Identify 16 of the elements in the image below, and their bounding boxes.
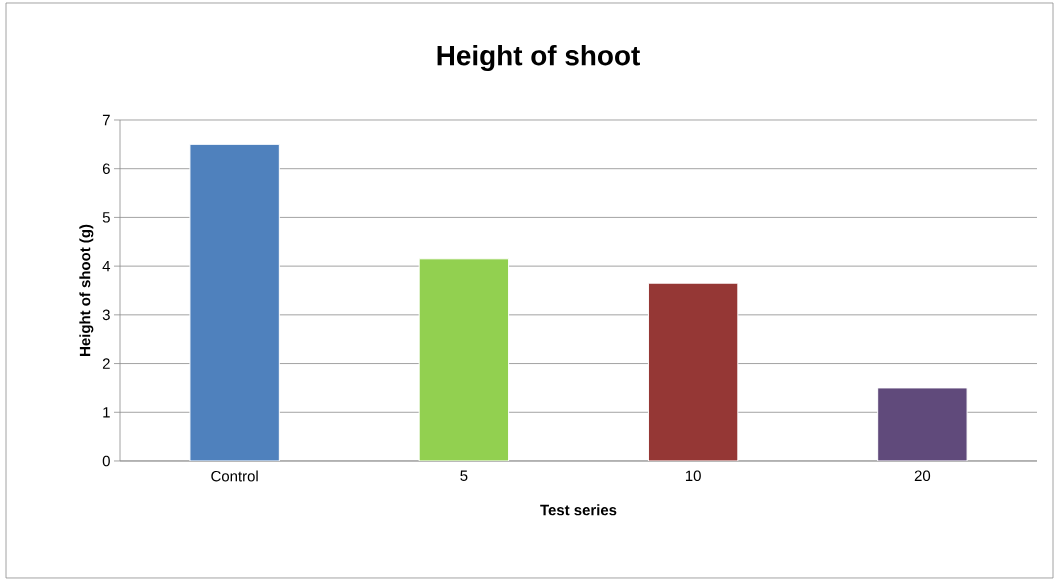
x-tick-label: 5 xyxy=(460,470,468,481)
y-tick-label: 6 xyxy=(102,163,110,174)
y-tick-label: 5 xyxy=(102,212,110,223)
y-tick-label: 1 xyxy=(103,407,110,418)
y-tick-label: 3 xyxy=(102,309,110,321)
chart-title: Height of shoot xyxy=(437,44,640,72)
bar xyxy=(877,387,968,461)
x-axis-title: Test series xyxy=(540,504,617,516)
x-tick-label: 20 xyxy=(914,470,931,482)
y-tick-label: 4 xyxy=(102,260,111,272)
y-tick-label: 7 xyxy=(102,114,110,126)
x-tick-label: 10 xyxy=(685,470,701,482)
x-tick-label: Control xyxy=(211,470,258,482)
y-tick-label: 2 xyxy=(102,358,110,369)
y-axis-title: Height of shoot (g) xyxy=(79,224,94,356)
y-tick-label: 0 xyxy=(102,455,110,467)
